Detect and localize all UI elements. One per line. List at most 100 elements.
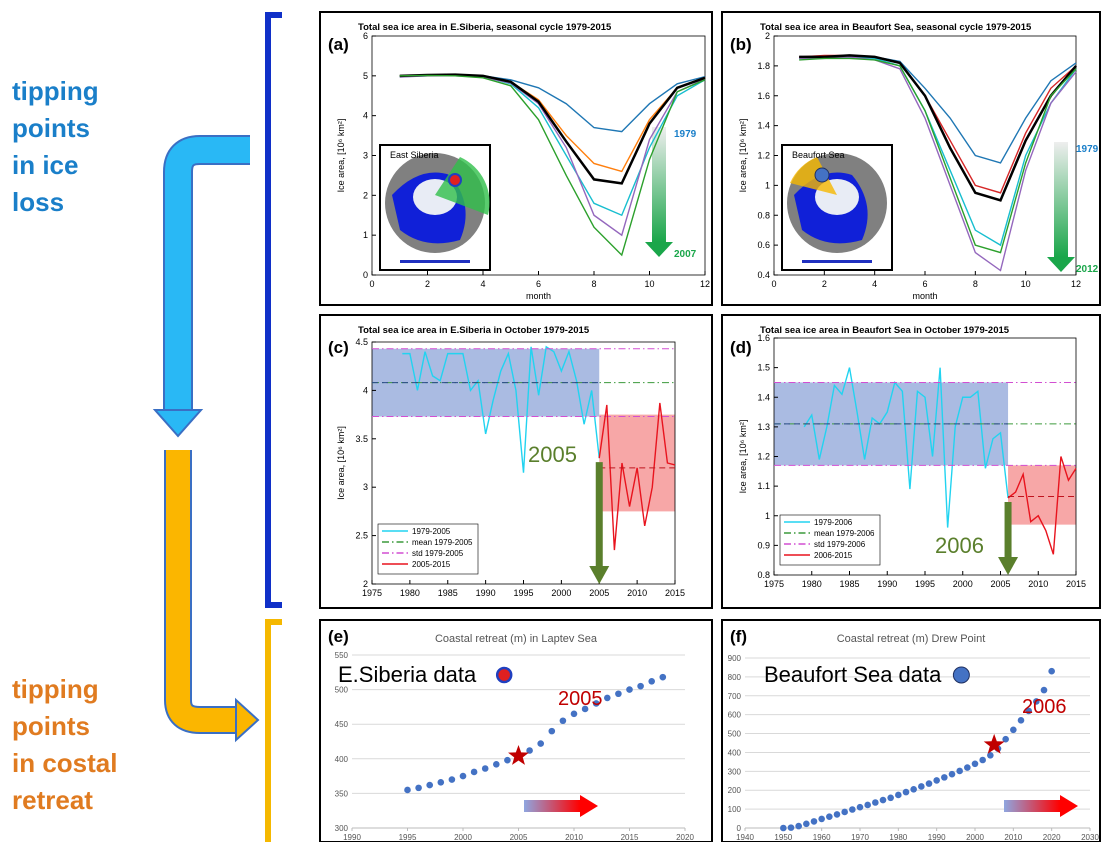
y-tick-label: 4.5: [355, 337, 368, 347]
y-tick-label: 1.4: [757, 392, 770, 402]
data-point: [660, 674, 667, 681]
bracket-coastal: [268, 622, 282, 842]
data-point: [404, 787, 411, 794]
y-tick-label: 4: [363, 111, 368, 121]
side-label: tipping: [12, 674, 99, 704]
panel-label: (a): [328, 35, 349, 54]
gradient-label-start: 1979: [674, 129, 697, 140]
gradient-label-end: 2012: [1076, 264, 1099, 275]
data-point: [1041, 687, 1048, 694]
arrow-orange: [178, 450, 236, 720]
annotation: 2006: [935, 533, 984, 558]
y-tick-label: 1: [363, 230, 368, 240]
x-tick-label: 1950: [774, 833, 792, 842]
data-point: [788, 824, 795, 831]
y-tick-label: 2.5: [355, 531, 368, 541]
x-tick-label: 8: [591, 279, 596, 289]
y-tick-label: 200: [728, 786, 742, 795]
panel-frame: [320, 620, 712, 842]
x-tick-label: 1995: [399, 833, 417, 842]
y-tick-label: 0: [737, 824, 742, 833]
y-tick-label: 450: [335, 720, 349, 729]
data-point: [537, 740, 544, 747]
legend-label: 2005-2015: [412, 560, 451, 569]
y-tick-label: 1.8: [757, 61, 770, 71]
y-tick-label: 0.6: [757, 240, 770, 250]
x-tick-label: 0: [369, 279, 374, 289]
x-tick-label: 10: [644, 279, 654, 289]
x-tick-label: 1975: [764, 579, 784, 589]
x-tick-label: 2020: [676, 833, 694, 842]
arrow-orange-head: [236, 700, 258, 740]
gradient-label-start: 1979: [1076, 144, 1099, 155]
panel-frame: [722, 12, 1100, 305]
data-point: [504, 757, 511, 764]
data-point: [1048, 668, 1055, 675]
gradient-bar: [1054, 142, 1068, 257]
annotation: 2005: [558, 688, 603, 710]
data-point: [956, 768, 963, 775]
chart-title: Total sea ice area in E.Siberia, seasona…: [358, 22, 612, 33]
chart-title: Total sea ice area in E.Siberia in Octob…: [358, 325, 590, 336]
x-tick-label: 1975: [362, 588, 382, 598]
data-source-icon: [497, 668, 511, 682]
chart-title: Total sea ice area in Beaufort Sea in Oc…: [760, 325, 1010, 336]
x-tick-label: 2015: [665, 588, 685, 598]
data-point: [895, 792, 902, 799]
x-tick-label: 1990: [877, 579, 897, 589]
x-tick-label: 1990: [476, 588, 496, 598]
y-axis-label: Ice area, [10⁶ km²]: [738, 420, 748, 494]
y-tick-label: 900: [728, 654, 742, 663]
data-point: [949, 771, 956, 778]
x-tick-label: 1990: [343, 833, 361, 842]
data-point: [426, 782, 433, 789]
x-tick-label: 1980: [889, 833, 907, 842]
y-tick-label: 0.8: [757, 210, 770, 220]
data-point: [803, 821, 810, 828]
inset-label: Beaufort Sea: [792, 150, 845, 160]
x-tick-label: 1960: [813, 833, 831, 842]
data-source-label: E.Siberia data: [338, 662, 477, 687]
y-tick-label: 700: [728, 692, 742, 701]
x-tick-label: 1990: [928, 833, 946, 842]
data-point: [834, 811, 841, 818]
panel-label: (d): [730, 338, 752, 357]
x-tick-label: 1980: [802, 579, 822, 589]
y-tick-label: 0: [363, 270, 368, 280]
data-point: [826, 813, 833, 820]
y-tick-label: 5: [363, 71, 368, 81]
data-point: [604, 695, 611, 702]
data-point: [471, 769, 478, 776]
x-tick-label: 2005: [510, 833, 528, 842]
x-tick-label: 2: [822, 279, 827, 289]
annotation: 2006: [1022, 696, 1067, 718]
data-point: [872, 799, 879, 806]
y-tick-label: 400: [335, 755, 349, 764]
x-tick-label: 1985: [438, 588, 458, 598]
x-tick-label: 2020: [1043, 833, 1061, 842]
y-tick-label: 400: [728, 748, 742, 757]
x-tick-label: 4: [872, 279, 877, 289]
data-point: [880, 797, 887, 804]
x-tick-label: 2000: [551, 588, 571, 598]
data-point: [493, 761, 500, 768]
y-tick-label: 600: [728, 711, 742, 720]
x-tick-label: 1995: [513, 588, 533, 598]
std-band: [1008, 465, 1076, 524]
trend-arrow: [524, 800, 580, 812]
data-point: [926, 780, 933, 787]
data-point: [941, 774, 948, 781]
data-point: [1010, 726, 1017, 733]
y-tick-label: 1.1: [757, 481, 770, 491]
chart-title: Coastal retreat (m) Drew Point: [837, 633, 986, 645]
y-tick-label: 300: [728, 767, 742, 776]
page: tippingpointsin icelosstippingpointsin c…: [0, 0, 1102, 842]
data-point: [438, 779, 445, 786]
data-point: [887, 794, 894, 801]
inset-dot: [815, 168, 829, 182]
data-point: [780, 825, 787, 832]
bracket-ice: [268, 15, 282, 605]
y-tick-label: 100: [728, 805, 742, 814]
x-tick-label: 1985: [839, 579, 859, 589]
panel-label: (c): [328, 338, 349, 357]
